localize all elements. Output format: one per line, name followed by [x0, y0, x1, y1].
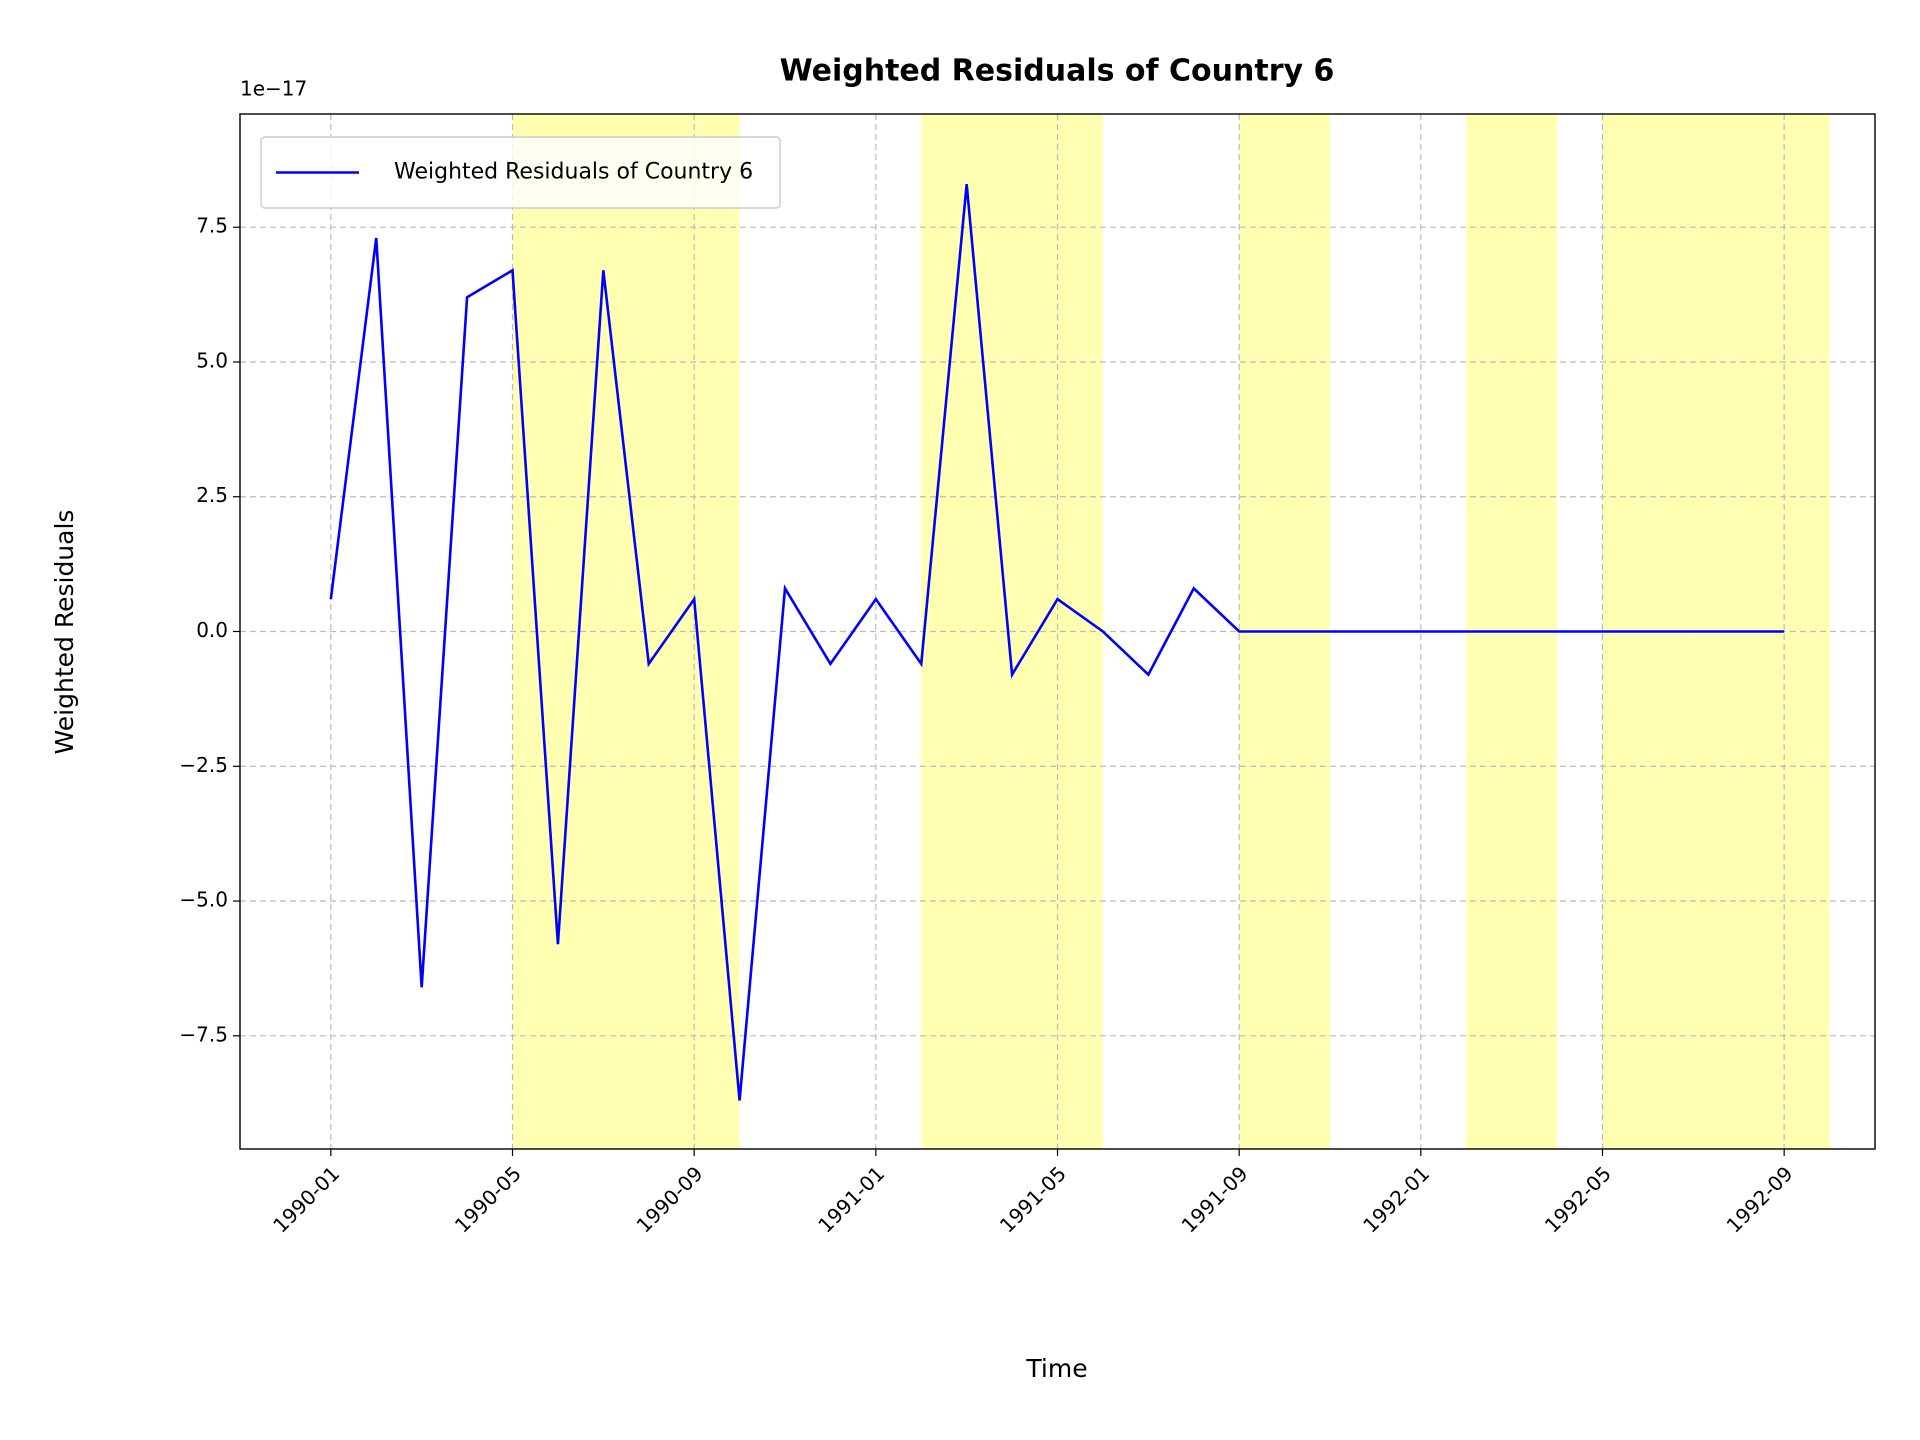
chart-title: Weighted Residuals of Country 6 [780, 54, 1335, 89]
x-tick-label: 1990-09 [632, 1161, 708, 1237]
x-tick-label: 1991-09 [1177, 1161, 1253, 1237]
legend-label: Weighted Residuals of Country 6 [394, 160, 753, 185]
x-axis-label: Time [1025, 1354, 1087, 1383]
x-tick-label: 1992-01 [1358, 1161, 1434, 1237]
x-tick-label: 1992-09 [1722, 1161, 1798, 1237]
y-tick-label: 5.0 [196, 348, 228, 372]
y-tick-label: 2.5 [196, 483, 228, 507]
x-tick-label: 1990-01 [268, 1161, 344, 1237]
y-offset-label: 1e−17 [240, 77, 307, 101]
x-tick-label: 1991-01 [813, 1161, 889, 1237]
y-tick-label: 7.5 [196, 214, 228, 238]
y-tick-label: 0.0 [196, 618, 228, 642]
y-axis-label: Weighted Residuals [50, 510, 79, 755]
y-tick-label: −7.5 [179, 1022, 228, 1046]
y-tick-label: −5.0 [179, 888, 228, 912]
x-tick-label: 1991-05 [995, 1161, 1071, 1237]
plot-frame [239, 113, 1876, 1150]
y-tick-label: −2.5 [179, 753, 228, 777]
data-line [329, 183, 1785, 1101]
x-tick-label: 1992-05 [1540, 1161, 1616, 1237]
legend-box [260, 136, 781, 209]
x-tick-label: 1990-05 [450, 1161, 526, 1237]
